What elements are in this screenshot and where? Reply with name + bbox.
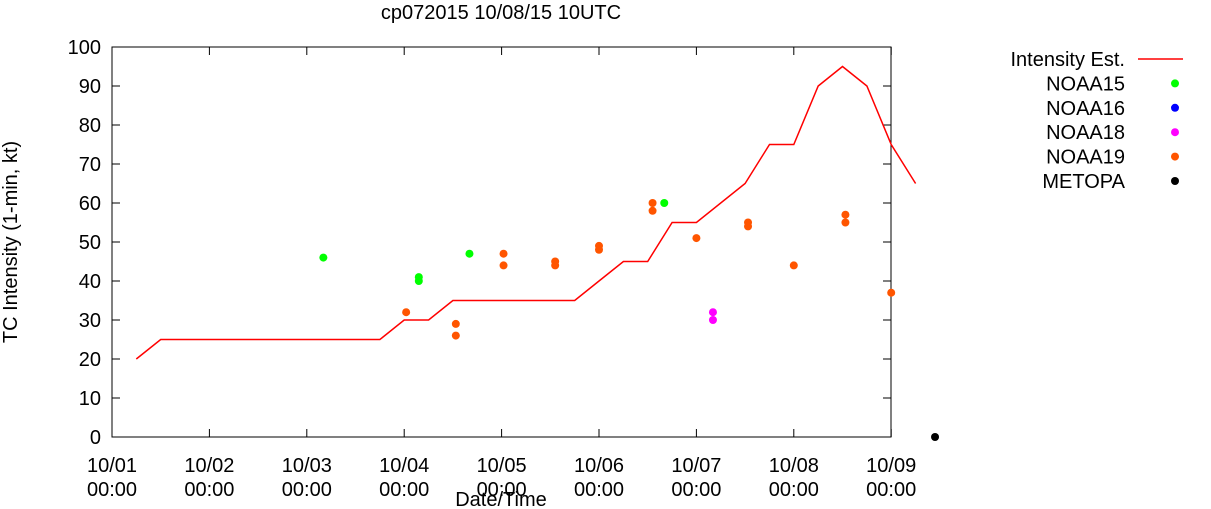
legend-point-swatch: [1171, 103, 1179, 112]
x-tick-label-date: 10/05: [477, 455, 527, 477]
x-tick-label-date: 10/02: [184, 455, 234, 477]
x-tick-label-date: 10/03: [282, 455, 332, 477]
x-tick-label-time: 00:00: [87, 479, 137, 501]
y-tick-label: 70: [79, 154, 101, 176]
noaa19-point: [499, 261, 508, 270]
x-tick-label-date: 10/09: [866, 455, 916, 477]
noaa19-point: [499, 249, 508, 258]
noaa18-point: [708, 316, 717, 324]
noaa19-point: [744, 222, 753, 231]
noaa19-point: [451, 319, 460, 328]
y-tick-label: 100: [68, 37, 101, 59]
noaa15-point: [660, 199, 669, 207]
x-tick-label-time: 00:00: [866, 479, 916, 501]
x-tick-label-time: 00:00: [379, 479, 429, 501]
y-tick-label: 30: [79, 310, 101, 332]
x-tick-label-date: 10/08: [769, 455, 819, 477]
noaa19-point: [648, 206, 657, 215]
x-tick-label-time: 00:00: [477, 479, 527, 501]
legend-label: NOAA16: [1046, 98, 1125, 120]
y-tick-label: 90: [79, 76, 101, 98]
y-tick-label: 10: [79, 388, 101, 410]
noaa19-point: [789, 261, 798, 270]
noaa19-point: [551, 261, 560, 270]
x-axis-label: Date/Time: [455, 489, 547, 509]
noaa19-point: [451, 331, 460, 340]
x-tick-label-time: 00:00: [769, 479, 819, 501]
noaa15-point: [465, 249, 474, 258]
legend-label: NOAA19: [1046, 147, 1125, 169]
x-tick-label-date: 10/04: [379, 455, 429, 477]
x-tick-label-date: 10/06: [574, 455, 624, 477]
noaa18-point: [708, 308, 717, 317]
noaa19-point: [692, 234, 701, 243]
noaa15-point: [319, 253, 328, 262]
noaa19-point: [887, 288, 896, 297]
x-tick-label-date: 10/01: [87, 455, 137, 477]
legend-label: NOAA15: [1046, 73, 1125, 95]
y-axis-label: TC Intensity (1-min, kt): [0, 141, 22, 343]
noaa19-point: [648, 199, 657, 207]
noaa19-point: [841, 218, 850, 227]
legend-point-swatch: [1171, 128, 1179, 137]
legend-point-swatch: [1171, 79, 1179, 88]
y-tick-label: 0: [90, 427, 101, 449]
plot-frame: [111, 46, 892, 438]
x-tick-label-date: 10/07: [671, 455, 721, 477]
y-tick-label: 40: [79, 271, 101, 293]
noaa19-point: [841, 210, 850, 219]
y-axis-ticks: 0 10 20 30 40 50 60 70 80 90 100: [68, 37, 891, 449]
legend-label: Intensity Est.: [1011, 49, 1126, 71]
intensity-line: [135, 65, 917, 360]
noaa19-point: [595, 245, 603, 254]
legend-point-swatch: [1171, 177, 1179, 185]
y-tick-label: 80: [79, 115, 101, 137]
x-tick-label-time: 00:00: [282, 479, 332, 501]
x-tick-label-time: 00:00: [671, 479, 721, 501]
y-tick-label: 60: [79, 193, 101, 215]
noaa15-point: [414, 277, 423, 285]
x-tick-label-time: 00:00: [574, 479, 624, 501]
x-axis-ticks: 10/0100:0010/0200:0010/0300:0010/0400:00…: [87, 47, 916, 501]
series-layer: [135, 65, 940, 441]
x-tick-label-time: 00:00: [184, 479, 234, 501]
metopa-point: [931, 433, 940, 441]
noaa19-point: [402, 308, 411, 317]
legend-point-swatch: [1171, 152, 1179, 161]
y-tick-label: 20: [79, 349, 101, 371]
legend-label: METOPA: [1042, 171, 1125, 193]
legend-label: NOAA18: [1046, 122, 1125, 144]
chart-title: cp072015 10/08/15 10UTC: [381, 2, 621, 24]
y-tick-label: 50: [79, 232, 101, 254]
